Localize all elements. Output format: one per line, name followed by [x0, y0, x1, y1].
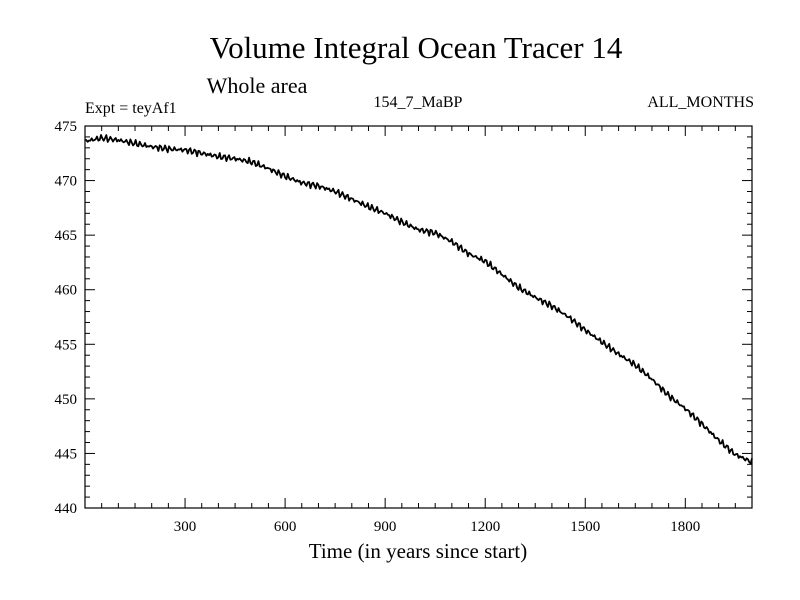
- tick-labels: 300 600 900 1200 1500 1800 440 445 450 455 460 465 4…: [55, 119, 701, 535]
- period-label: 154_7_MaBP: [374, 94, 463, 111]
- y-tick-label: 445: [55, 446, 78, 462]
- y-tick-label: 475: [55, 119, 78, 135]
- x-tick-label: 900: [374, 519, 397, 535]
- x-tick-label: 300: [174, 519, 197, 535]
- x-tick-label: 1800: [670, 519, 700, 535]
- y-tick-label: 450: [55, 392, 78, 408]
- y-tick-label: 440: [55, 501, 78, 517]
- series-line-tracer-14: [84, 134, 753, 465]
- months-label: ALL_MONTHS: [647, 94, 754, 111]
- chart-subtitle: Whole area: [207, 73, 308, 98]
- axis-ticks: [85, 126, 752, 508]
- y-tick-label: 470: [55, 174, 78, 190]
- x-tick-label: 1200: [470, 519, 500, 535]
- plot-frame: [84, 125, 753, 509]
- y-tick-label: 455: [55, 337, 78, 353]
- x-tick-label: 1500: [570, 519, 600, 535]
- x-axis-label: Time (in years since start): [309, 539, 528, 563]
- y-tick-label: 460: [55, 283, 78, 299]
- x-tick-label: 600: [274, 519, 297, 535]
- chart-title: Volume Integral Ocean Tracer 14: [210, 30, 623, 65]
- y-tick-label: 465: [55, 228, 78, 244]
- experiment-label: Expt = teyAf1: [85, 100, 177, 117]
